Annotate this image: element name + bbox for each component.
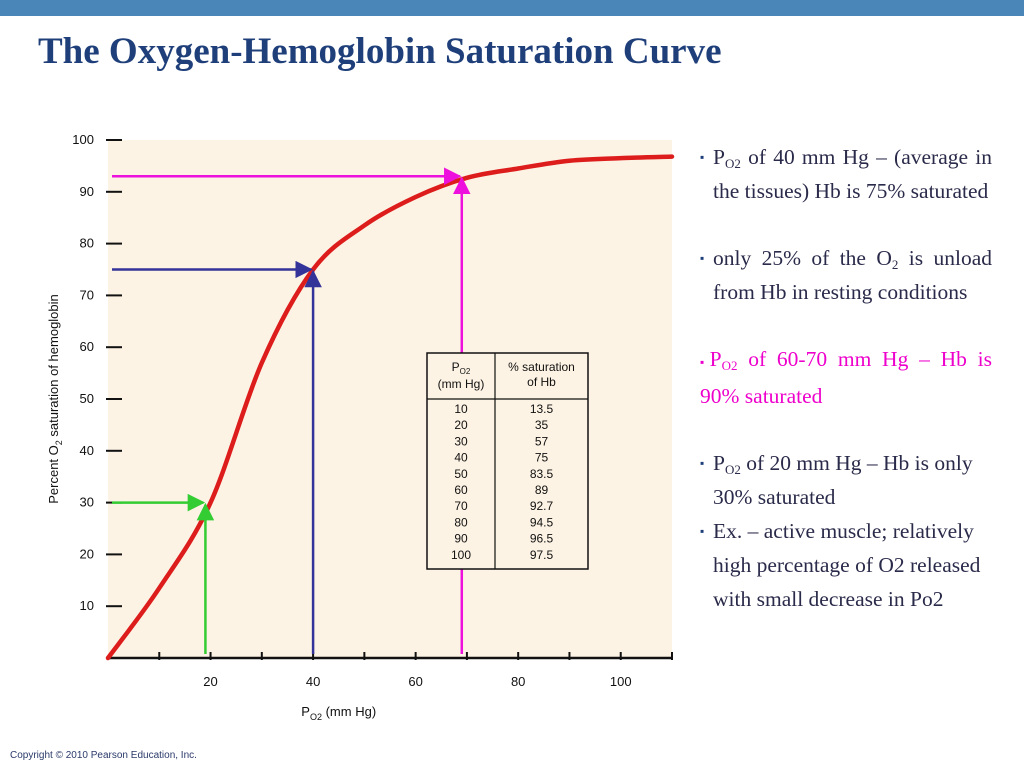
table-cell-saturation: 13.5 bbox=[530, 402, 554, 416]
table-cell-po2: 10 bbox=[454, 402, 468, 416]
x-axis-label: PO2 (mm Hg) bbox=[301, 704, 376, 722]
table-cell-po2: 30 bbox=[454, 434, 468, 448]
table-header-saturation-line2: of Hb bbox=[527, 375, 556, 389]
table-cell-saturation: 96.5 bbox=[530, 532, 554, 546]
table-header-po2-units: (mm Hg) bbox=[438, 377, 485, 391]
x-tick-label: 80 bbox=[511, 674, 525, 689]
slide-title: The Oxygen-Hemoglobin Saturation Curve bbox=[38, 31, 722, 72]
x-tick-label: 20 bbox=[203, 674, 217, 689]
y-tick-label: 40 bbox=[80, 443, 94, 458]
table-cell-saturation: 57 bbox=[535, 434, 549, 448]
table-cell-po2: 20 bbox=[454, 418, 468, 432]
table-cell-po2: 80 bbox=[454, 515, 468, 529]
y-tick-label: 70 bbox=[80, 287, 94, 302]
table-frame bbox=[426, 352, 589, 570]
table-cell-saturation: 94.5 bbox=[530, 515, 554, 529]
bullet-icon: ▪ bbox=[700, 150, 705, 164]
y-tick-label: 30 bbox=[80, 495, 94, 510]
y-tick-label: 60 bbox=[80, 339, 94, 354]
y-tick-label: 10 bbox=[80, 598, 94, 613]
y-tick-label: 100 bbox=[72, 132, 94, 147]
top-accent-bar bbox=[0, 0, 1024, 16]
bullet-low-po2: ▪ PO2 of 20 mm Hg – Hb is only 30% satura… bbox=[700, 446, 992, 514]
bullet-icon: ▪ bbox=[700, 355, 710, 369]
table-header-saturation: % saturation bbox=[508, 360, 575, 374]
table-cell-po2: 50 bbox=[454, 467, 468, 481]
guide-arrows bbox=[112, 167, 471, 654]
table-cell-saturation: 35 bbox=[535, 418, 549, 432]
table-cell-po2: 70 bbox=[454, 499, 468, 513]
bullet-list: ▪ PO2 of 40 mm Hg – (average in the tissu… bbox=[700, 140, 992, 616]
x-tick-label: 60 bbox=[408, 674, 422, 689]
table-cell-po2: 60 bbox=[454, 483, 468, 497]
table-cell-saturation: 97.5 bbox=[530, 548, 554, 562]
y-tick-label: 50 bbox=[80, 391, 94, 406]
bullet-icon: ▪ bbox=[700, 456, 705, 470]
x-axis-ticks: 20 40 60 80 100 bbox=[108, 652, 673, 689]
table-cell-saturation: 75 bbox=[535, 451, 549, 465]
bullet-icon: ▪ bbox=[700, 524, 705, 538]
y-tick-label: 20 bbox=[80, 546, 94, 561]
table-cell-saturation: 92.7 bbox=[530, 499, 554, 513]
table-cell-saturation: 83.5 bbox=[530, 467, 554, 481]
y-axis-label: Percent O2 saturation of hemoglobin bbox=[46, 294, 64, 504]
table-cell-saturation: 89 bbox=[535, 483, 549, 497]
bullet-icon: ▪ bbox=[700, 251, 705, 265]
y-tick-label: 90 bbox=[80, 184, 94, 199]
bullet-unload: ▪ only 25% of the O2 is unload from Hb in… bbox=[700, 241, 992, 309]
bullet-active-muscle: ▪ Ex. – active muscle; relatively high pe… bbox=[700, 514, 992, 616]
x-tick-label: 40 bbox=[306, 674, 320, 689]
bullet-tissue-po2: ▪ PO2 of 40 mm Hg – (average in the tissu… bbox=[700, 140, 992, 208]
y-axis-ticks: 10 20 30 40 50 60 70 80 90 100 bbox=[72, 132, 122, 613]
saturation-curve-line bbox=[105, 154, 675, 661]
x-tick-label: 100 bbox=[610, 674, 632, 689]
table-cell-po2: 100 bbox=[451, 548, 471, 562]
table-cell-po2: 90 bbox=[454, 532, 468, 546]
table-cell-po2: 40 bbox=[454, 451, 468, 465]
y-tick-label: 80 bbox=[80, 236, 94, 251]
bullet-lung-po2: ▪PO2 of 60-70 mm Hg – Hb is 90% saturate… bbox=[700, 347, 992, 408]
copyright-notice: Copyright © 2010 Pearson Education, Inc. bbox=[10, 750, 197, 761]
